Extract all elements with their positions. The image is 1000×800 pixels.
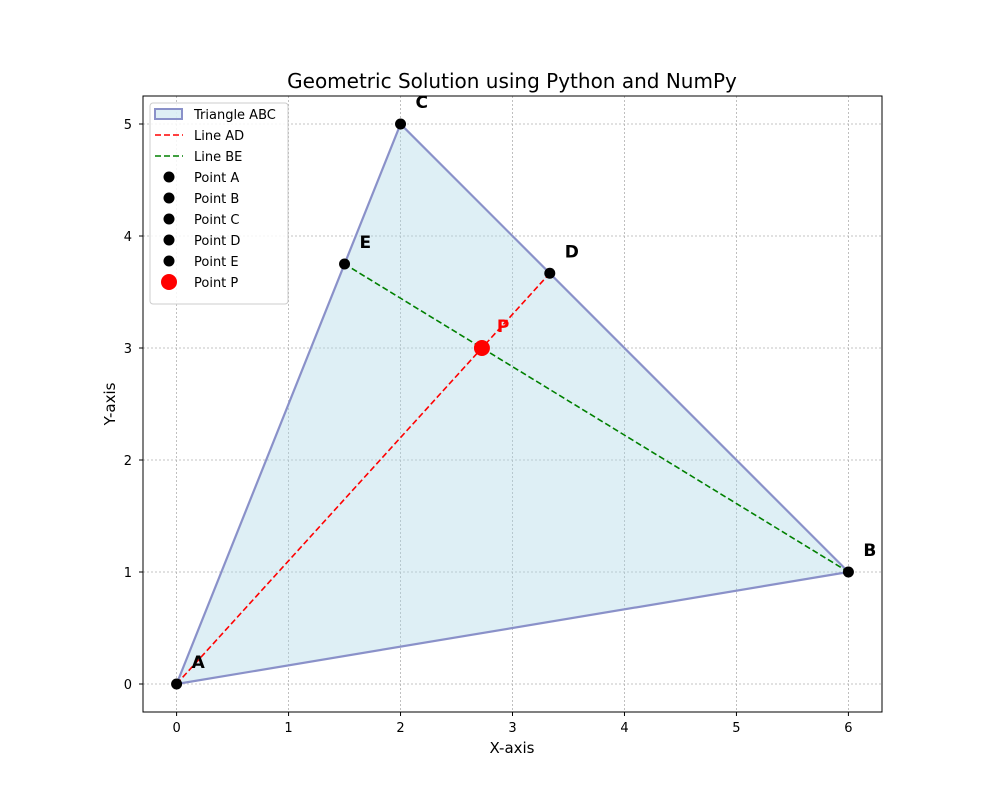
point-d [544,267,556,279]
axis-ticks: 0 1 2 3 4 5 6 0 1 2 3 4 5 [124,118,853,736]
x-tick-label: 0 [172,721,180,736]
legend-entry-label: Line BE [194,150,242,165]
legend-entry-label: Point C [194,213,240,228]
point-label-c: C [416,93,428,113]
legend: Triangle ABC Line AD Line BE Point A Point B… [149,102,289,305]
plot-area: A B C D E P [171,93,876,690]
legend-entry-label: Triangle ABC [193,108,276,123]
x-axis-label: X-axis [490,739,535,757]
legend-swatch-marker [163,213,175,225]
chart-title: Geometric Solution using Python and NumP… [287,69,737,93]
point-e [339,258,351,270]
point-label-d: D [565,242,579,262]
point-label-a: A [192,653,206,673]
point-label-b: B [863,541,876,561]
y-tick-label: 1 [124,566,132,581]
legend-swatch-marker [163,234,175,246]
legend-entry-label: Point B [194,192,239,207]
legend-swatch-marker [163,192,175,204]
x-tick-label: 1 [284,721,292,736]
legend-swatch-triangle [154,108,183,120]
x-tick-label: 6 [844,721,852,736]
legend-box [149,102,289,305]
legend-swatch-marker [163,171,175,183]
y-axis-label: Y-axis [101,382,119,426]
x-tick-label: 5 [732,721,740,736]
y-tick-label: 0 [124,678,132,693]
line-ad [175,272,551,685]
legend-entry-label: Point A [194,171,239,186]
point-b [842,566,854,578]
legend-entry-label: Point P [194,276,238,291]
legend-entry-label: Point E [194,255,239,270]
point-label-p: P [497,317,509,337]
y-tick-label: 2 [124,454,132,469]
x-tick-label: 2 [396,721,404,736]
x-tick-label: 4 [620,721,628,736]
legend-entry-label: Line AD [194,129,244,144]
y-tick-label: 5 [124,118,132,133]
y-tick-label: 4 [124,230,132,245]
point-label-e: E [360,233,372,253]
point-c [395,118,407,130]
legend-swatch-marker [161,274,177,290]
point-p [473,340,490,356]
legend-entry-label: Point D [194,234,240,249]
point-a [171,678,183,690]
y-tick-label: 3 [124,342,132,357]
legend-swatch-marker [163,255,175,267]
x-tick-label: 3 [508,721,516,736]
